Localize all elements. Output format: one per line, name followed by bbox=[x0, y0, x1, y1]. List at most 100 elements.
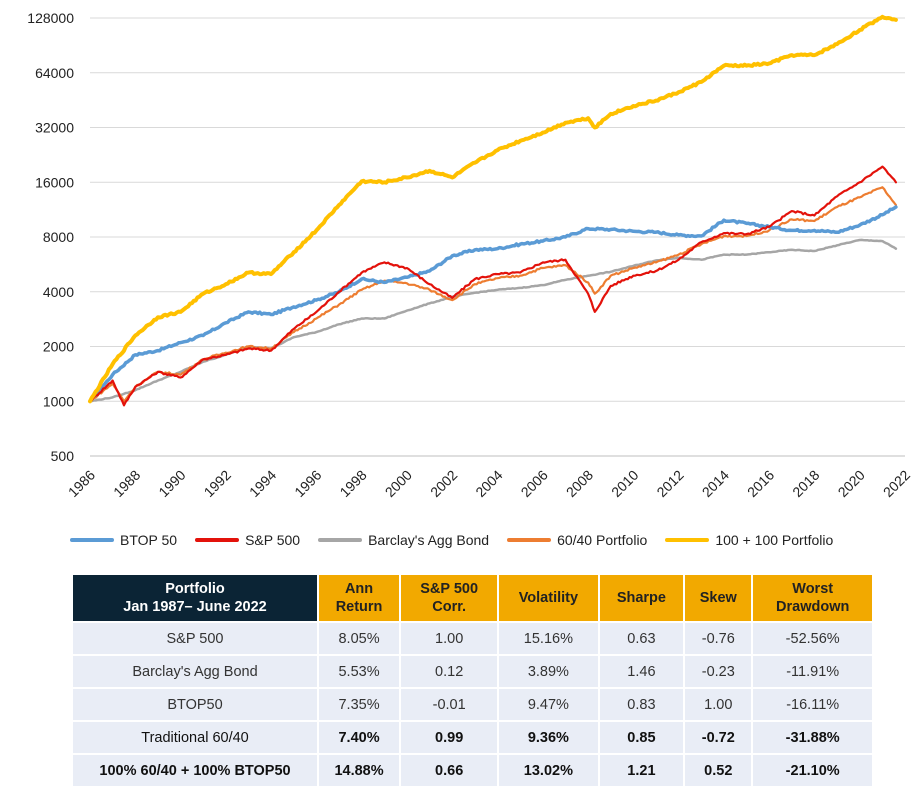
y-tick-label: 1000 bbox=[43, 393, 74, 409]
column-header: Ann Return bbox=[318, 575, 402, 622]
x-tick-label: 2022 bbox=[880, 467, 913, 500]
legend-swatch bbox=[195, 538, 240, 542]
x-axis-ticks: 1986 1988 1990 1992 1994 1996 1998 2000 2002 2004… bbox=[65, 467, 913, 500]
table-row: 100% 60/40 + 100% BTOP50 14.88% 0.66 13.02%… bbox=[73, 753, 874, 786]
legend-item: Barclay's Agg Bond bbox=[318, 532, 489, 548]
table-cell: 0.85 bbox=[598, 720, 686, 754]
x-tick-label: 2004 bbox=[472, 467, 505, 500]
series-line-2 bbox=[88, 238, 898, 403]
x-tick-label: 2008 bbox=[563, 467, 596, 500]
legend-swatch bbox=[318, 538, 363, 542]
table-cell: 13.02% bbox=[498, 753, 600, 786]
header-portfolio: Portfolio Jan 1987– June 2022 bbox=[73, 575, 319, 622]
y-tick-label: 2000 bbox=[43, 339, 74, 355]
table-row: BTOP50 7.35% -0.01 9.47% 0.83 1.00 -16.11% bbox=[73, 687, 874, 721]
x-tick-label: 1996 bbox=[291, 467, 324, 500]
table-cell: 0.83 bbox=[598, 687, 686, 721]
table-cell: 0.66 bbox=[400, 753, 500, 786]
legend-label: BTOP 50 bbox=[120, 532, 178, 548]
chart-series-lines bbox=[88, 14, 898, 407]
y-tick-label: 4000 bbox=[43, 284, 74, 300]
x-tick-label: 2006 bbox=[518, 467, 551, 500]
line-chart: 128000 64000 32000 16000 8000 4000 2000 1000 500… bbox=[27, 10, 913, 500]
x-tick-label: 2012 bbox=[653, 467, 686, 500]
legend-swatch bbox=[507, 538, 552, 542]
y-tick-label: 500 bbox=[51, 448, 75, 464]
column-header: Volatility bbox=[498, 575, 600, 622]
table-cell: 15.16% bbox=[498, 621, 600, 655]
x-tick-label: 1992 bbox=[201, 467, 234, 500]
x-tick-label: 2020 bbox=[834, 467, 867, 500]
portfolio-stats-table: Portfolio Jan 1987– June 2022 Ann Return S… bbox=[73, 575, 874, 786]
table-cell: -0.01 bbox=[400, 687, 500, 721]
series-line-0 bbox=[88, 205, 898, 404]
table-header-row: Portfolio Jan 1987– June 2022 Ann Return S… bbox=[73, 575, 874, 622]
table-cell: -11.91% bbox=[752, 654, 874, 688]
legend-label: S&P 500 bbox=[245, 532, 301, 548]
table-cell: 14.88% bbox=[318, 753, 402, 786]
table-row: Traditional 60/40 7.40% 0.99 9.36% 0.85 -0.72… bbox=[73, 720, 874, 754]
legend-label: 100 + 100 Portfolio bbox=[715, 532, 834, 548]
x-tick-label: 2018 bbox=[789, 467, 822, 500]
y-tick-label: 64000 bbox=[35, 65, 74, 81]
row-label: 100% 60/40 + 100% BTOP50 bbox=[73, 753, 319, 786]
y-tick-label: 8000 bbox=[43, 229, 74, 245]
series-line-3 bbox=[88, 186, 898, 403]
y-tick-label: 32000 bbox=[35, 120, 74, 136]
table-cell: 0.52 bbox=[684, 753, 754, 786]
x-tick-label: 1998 bbox=[336, 467, 369, 500]
table-row: S&P 500 8.05% 1.00 15.16% 0.63 -0.76 -52.56% bbox=[73, 621, 874, 655]
table-cell: -0.76 bbox=[684, 621, 754, 655]
column-header: Worst Drawdown bbox=[752, 575, 874, 622]
legend-item: 60/40 Portfolio bbox=[507, 532, 647, 548]
row-label: Traditional 60/40 bbox=[73, 720, 319, 754]
x-tick-label: 2010 bbox=[608, 467, 641, 500]
table-cell: -0.72 bbox=[684, 720, 754, 754]
column-header: Skew bbox=[684, 575, 754, 622]
y-axis-ticks: 128000 64000 32000 16000 8000 4000 2000 1000 500 bbox=[27, 10, 74, 464]
table-cell: -52.56% bbox=[752, 621, 874, 655]
table-cell: 0.99 bbox=[400, 720, 500, 754]
table-cell: 3.89% bbox=[498, 654, 600, 688]
series-line-1 bbox=[88, 165, 898, 407]
table-body: S&P 500 8.05% 1.00 15.16% 0.63 -0.76 -52.56% Ba… bbox=[73, 621, 874, 786]
table-cell: 0.12 bbox=[400, 654, 500, 688]
table-cell: -0.23 bbox=[684, 654, 754, 688]
table-cell: -16.11% bbox=[752, 687, 874, 721]
row-label: Barclay's Agg Bond bbox=[73, 654, 319, 688]
table-cell: -21.10% bbox=[752, 753, 874, 786]
legend-swatch bbox=[70, 538, 114, 542]
legend-item: BTOP 50 bbox=[70, 532, 177, 548]
table-cell: 1.00 bbox=[400, 621, 500, 655]
table-cell: 7.35% bbox=[318, 687, 402, 721]
table-cell: 7.40% bbox=[318, 720, 402, 754]
column-header: Sharpe bbox=[598, 575, 686, 622]
table-cell: 5.53% bbox=[318, 654, 402, 688]
chart-gridlines bbox=[90, 17, 905, 457]
table-cell: 0.63 bbox=[598, 621, 686, 655]
legend-label: Barclay's Agg Bond bbox=[368, 532, 490, 548]
x-tick-label: 2000 bbox=[382, 467, 415, 500]
legend-swatch bbox=[665, 538, 710, 542]
row-label: BTOP50 bbox=[73, 687, 319, 721]
chart-legend: BTOP 50 S&P 500 Barclay's Agg Bond 60/40 Po… bbox=[70, 528, 900, 552]
table-cell: 1.21 bbox=[598, 753, 686, 786]
legend-item: 100 + 100 Portfolio bbox=[665, 532, 833, 548]
row-label: S&P 500 bbox=[73, 621, 319, 655]
x-tick-label: 1986 bbox=[65, 467, 98, 500]
table-cell: 9.47% bbox=[498, 687, 600, 721]
x-tick-label: 1994 bbox=[246, 467, 279, 500]
y-tick-label: 128000 bbox=[27, 10, 74, 26]
table-row: Barclay's Agg Bond 5.53% 0.12 3.89% 1.46 -0.2… bbox=[73, 654, 874, 688]
x-tick-label: 1988 bbox=[110, 467, 143, 500]
x-tick-label: 2014 bbox=[699, 467, 732, 500]
x-tick-label: 2002 bbox=[427, 467, 460, 500]
column-header: S&P 500 Corr. bbox=[400, 575, 500, 622]
table-cell: 1.46 bbox=[598, 654, 686, 688]
x-tick-label: 1990 bbox=[155, 467, 188, 500]
legend-item: S&P 500 bbox=[195, 532, 300, 548]
series-line-4 bbox=[88, 14, 898, 404]
table-cell: 8.05% bbox=[318, 621, 402, 655]
table-cell: 1.00 bbox=[684, 687, 754, 721]
legend-label: 60/40 Portfolio bbox=[557, 532, 648, 548]
